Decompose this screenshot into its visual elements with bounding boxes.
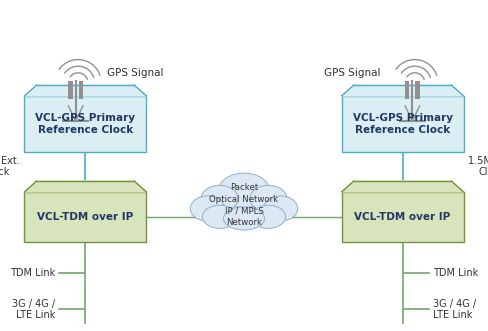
Text: TDM Link: TDM Link	[433, 268, 478, 278]
Ellipse shape	[251, 205, 285, 228]
Ellipse shape	[203, 205, 237, 228]
FancyBboxPatch shape	[342, 96, 464, 152]
Polygon shape	[342, 85, 464, 96]
Bar	[79, 81, 83, 99]
Polygon shape	[24, 181, 146, 192]
Polygon shape	[342, 181, 464, 192]
Text: GPS Signal: GPS Signal	[107, 68, 164, 78]
Polygon shape	[24, 85, 146, 96]
FancyBboxPatch shape	[342, 192, 464, 242]
FancyBboxPatch shape	[24, 96, 146, 152]
Text: 1.5M Ext.
Clock: 1.5M Ext. Clock	[0, 156, 20, 177]
Text: Packet
Optical Network
IP / MPLS
Network: Packet Optical Network IP / MPLS Network	[209, 183, 279, 227]
Text: VCL-GPS Primary
Reference Clock: VCL-GPS Primary Reference Clock	[353, 113, 452, 135]
Text: TDM Link: TDM Link	[10, 268, 55, 278]
Text: GPS Signal: GPS Signal	[324, 68, 381, 78]
Ellipse shape	[250, 185, 287, 212]
Ellipse shape	[201, 185, 238, 212]
Bar	[68, 81, 73, 99]
Ellipse shape	[264, 196, 298, 221]
Text: VCL-GPS Primary
Reference Clock: VCL-GPS Primary Reference Clock	[36, 113, 135, 135]
Ellipse shape	[224, 207, 264, 230]
Bar	[405, 81, 409, 99]
Text: VCL-TDM over IP: VCL-TDM over IP	[37, 212, 134, 222]
Text: 3G / 4G /
LTE Link: 3G / 4G / LTE Link	[433, 299, 476, 320]
Ellipse shape	[219, 173, 269, 208]
Text: VCL-TDM over IP: VCL-TDM over IP	[354, 212, 451, 222]
Text: 3G / 4G /
LTE Link: 3G / 4G / LTE Link	[12, 299, 55, 320]
Text: 1.5M Ext.
Clock: 1.5M Ext. Clock	[468, 156, 488, 177]
FancyBboxPatch shape	[24, 192, 146, 242]
Bar	[415, 81, 420, 99]
Ellipse shape	[190, 196, 224, 221]
